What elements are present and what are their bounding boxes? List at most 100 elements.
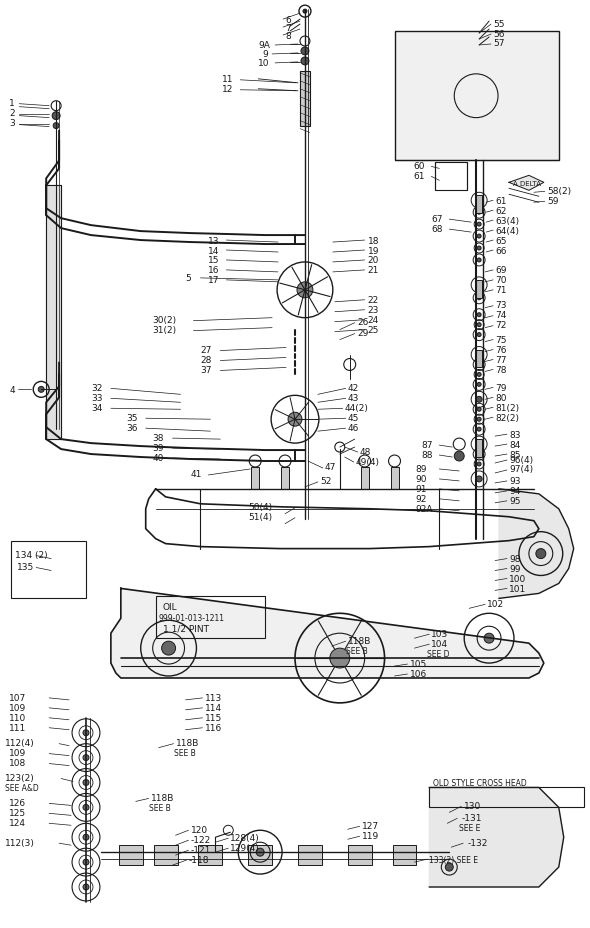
Text: 92: 92	[415, 495, 427, 504]
Text: 35: 35	[126, 413, 137, 422]
Text: 65: 65	[495, 237, 507, 245]
Text: 24: 24	[368, 316, 379, 325]
Circle shape	[303, 10, 307, 14]
Text: 94: 94	[509, 487, 520, 496]
Text: 39: 39	[153, 443, 164, 452]
Circle shape	[477, 211, 481, 215]
Text: 101: 101	[509, 585, 526, 593]
Text: 102: 102	[487, 599, 504, 608]
Text: 109: 109	[9, 748, 27, 757]
Text: 52: 52	[320, 477, 331, 486]
Text: 128(4): 128(4)	[230, 832, 260, 842]
Text: 79: 79	[495, 383, 507, 393]
Circle shape	[83, 859, 89, 865]
Text: SEE A&D: SEE A&D	[5, 783, 39, 793]
Text: 113: 113	[205, 693, 222, 702]
Text: 118B: 118B	[348, 636, 371, 645]
Circle shape	[297, 282, 313, 299]
Text: 97(4): 97(4)	[509, 465, 533, 474]
Text: 18: 18	[368, 237, 379, 245]
Text: 96(4): 96(4)	[509, 455, 533, 464]
Polygon shape	[430, 788, 563, 887]
Text: 118B: 118B	[176, 739, 199, 747]
Bar	[476, 350, 482, 368]
Bar	[198, 845, 222, 865]
Text: 72: 72	[495, 321, 506, 329]
Circle shape	[477, 235, 481, 238]
Text: A DELTA: A DELTA	[513, 181, 541, 187]
Text: 112(3): 112(3)	[5, 838, 35, 846]
Text: 135: 135	[17, 562, 35, 572]
Circle shape	[477, 259, 481, 263]
Text: 69: 69	[495, 266, 507, 275]
Text: 120: 120	[191, 825, 208, 834]
Text: 29: 29	[358, 329, 369, 338]
Text: 109: 109	[9, 703, 27, 713]
Text: 74: 74	[495, 311, 506, 320]
Text: 119: 119	[362, 831, 379, 840]
Circle shape	[477, 418, 481, 421]
Text: 46: 46	[348, 423, 359, 432]
Text: 34: 34	[91, 404, 102, 412]
Circle shape	[477, 453, 481, 457]
Bar	[298, 845, 322, 865]
Text: 61: 61	[414, 172, 425, 181]
Text: 16: 16	[208, 266, 220, 275]
Text: 87: 87	[421, 440, 433, 449]
Text: 95: 95	[509, 496, 520, 506]
Bar	[248, 845, 272, 865]
Circle shape	[83, 834, 89, 841]
Text: 78: 78	[495, 366, 507, 375]
Text: 36: 36	[126, 423, 137, 432]
Text: 2: 2	[9, 110, 15, 118]
Polygon shape	[46, 187, 61, 440]
Bar	[435, 163, 467, 191]
Text: 59: 59	[547, 197, 558, 205]
Bar	[251, 468, 259, 489]
Text: 111: 111	[9, 724, 27, 732]
Text: 23: 23	[368, 306, 379, 315]
Text: 50(4): 50(4)	[248, 503, 273, 511]
Circle shape	[477, 363, 481, 367]
Text: 90: 90	[415, 475, 427, 483]
Text: -132: -132	[467, 838, 487, 846]
Text: 126: 126	[9, 798, 27, 807]
Bar	[300, 71, 310, 126]
Text: 41: 41	[191, 470, 202, 479]
Text: 112(4): 112(4)	[5, 739, 35, 747]
Text: 100: 100	[509, 574, 526, 584]
Text: 106: 106	[409, 669, 427, 677]
Text: 45: 45	[348, 413, 359, 422]
Text: 47: 47	[325, 463, 336, 472]
Text: 134 (2): 134 (2)	[15, 550, 48, 560]
Text: 30(2): 30(2)	[153, 316, 177, 325]
Text: 68: 68	[431, 225, 443, 233]
Text: 83: 83	[509, 431, 520, 439]
Bar	[119, 845, 143, 865]
Text: 89: 89	[415, 465, 427, 474]
Text: 93: 93	[509, 477, 520, 486]
Circle shape	[83, 884, 89, 890]
Circle shape	[38, 387, 44, 393]
Text: 55: 55	[493, 19, 504, 29]
Text: 33: 33	[91, 393, 103, 403]
Polygon shape	[509, 176, 544, 191]
Text: 91: 91	[415, 484, 427, 494]
Text: 3: 3	[9, 119, 15, 128]
Circle shape	[454, 452, 464, 461]
Circle shape	[477, 314, 481, 317]
Text: 75: 75	[495, 336, 507, 344]
Bar	[281, 468, 289, 489]
Text: 70: 70	[495, 276, 507, 285]
Circle shape	[477, 428, 481, 432]
Circle shape	[476, 198, 482, 204]
Circle shape	[484, 634, 494, 643]
Text: 43: 43	[348, 393, 359, 403]
Bar	[395, 32, 559, 161]
Text: 108: 108	[9, 758, 27, 767]
Text: 115: 115	[205, 714, 222, 723]
Circle shape	[301, 48, 309, 56]
Text: 71: 71	[495, 286, 507, 295]
Text: 8: 8	[285, 32, 291, 41]
Circle shape	[476, 282, 482, 289]
